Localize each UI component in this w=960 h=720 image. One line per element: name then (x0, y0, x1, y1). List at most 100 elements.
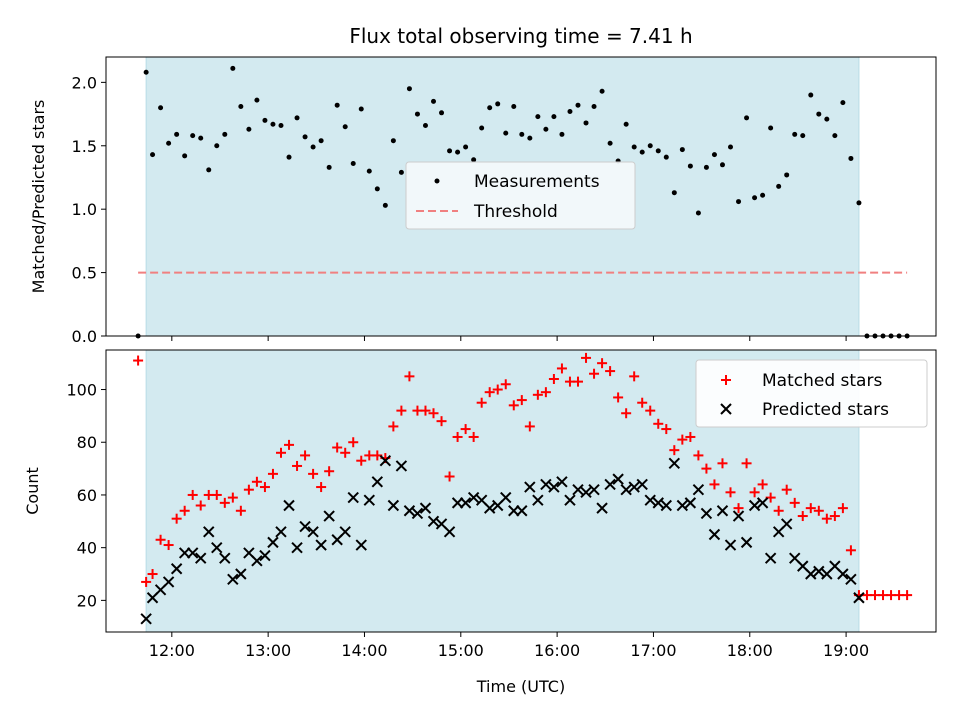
marker-stroke (588, 483, 600, 496)
bottom-plot-frame (105, 349, 937, 633)
matched-star-point (661, 424, 672, 435)
matched-star-point (267, 468, 278, 479)
measurement-point (695, 210, 701, 216)
predicted-star-point (700, 507, 713, 520)
measurement-point (174, 131, 180, 137)
predicted-star-point (813, 565, 825, 578)
measurement-point (206, 167, 212, 173)
predicted-star-point (227, 573, 239, 585)
matched-star-point (211, 489, 222, 500)
measurement-point (230, 65, 236, 71)
measurement-point (776, 183, 782, 189)
measurement-point (543, 126, 549, 132)
predicted-star-point (251, 555, 263, 567)
measurement-point (623, 121, 629, 127)
predicted-star-point (186, 547, 199, 559)
matched-star-point (484, 387, 495, 398)
measurement-point (535, 114, 541, 120)
x-tick-label: 14:00 (341, 641, 387, 660)
matched-star-point (829, 511, 840, 522)
predicted-star-point (684, 497, 697, 509)
predicted-star-point (596, 502, 608, 514)
matched-star-point (292, 460, 303, 471)
legend-plus-marker (721, 375, 731, 385)
measurement-point (744, 115, 750, 121)
measurement-point (816, 111, 822, 117)
measurement-point (832, 133, 838, 139)
measurement-point (414, 111, 420, 117)
predicted-star-point (845, 573, 857, 585)
measurement-point (350, 161, 356, 167)
measurement-point (599, 88, 605, 94)
top-y-tick-label: 0.0 (72, 327, 97, 346)
marker-stroke (708, 528, 721, 541)
top-panel: 0.0 0.5 1.0 1.5 2.0 Flux total observing tim… (29, 24, 937, 346)
x-axis-label: Time (UTC) (476, 677, 565, 696)
predicted-star-point (668, 457, 681, 470)
predicted-star-point (387, 499, 400, 512)
marker-stroke (668, 457, 681, 470)
matched-star-point (597, 358, 608, 369)
predicted-star-point (371, 476, 384, 488)
measurement-point (824, 116, 830, 122)
measurement-point (463, 144, 469, 150)
matched-star-point (837, 503, 848, 514)
matched-star-point (460, 424, 471, 435)
matched-star-point (332, 442, 343, 453)
legend-x-marker (720, 403, 732, 415)
marker-stroke (596, 502, 608, 514)
measurement-point (687, 163, 693, 169)
marker-stroke (203, 526, 215, 538)
measurement-point (150, 152, 156, 158)
x-tick-label: 16:00 (534, 641, 580, 660)
marker-stroke (580, 486, 592, 499)
matched-star-point (219, 497, 230, 508)
predicted-star-point (540, 478, 552, 491)
matched-star-point (902, 590, 913, 601)
marker-stroke (692, 483, 705, 496)
marker-stroke (612, 473, 624, 485)
measurement-point (784, 172, 790, 178)
matched-star-point (813, 505, 824, 516)
matched-star-point (227, 492, 238, 503)
predicted-star-point (628, 481, 640, 493)
chart-title: Flux total observing time = 7.41 h (349, 24, 692, 48)
top-x-ticks (171, 336, 847, 341)
marker-stroke (140, 613, 152, 625)
marker-stroke (716, 505, 729, 517)
predicted-star-point (708, 528, 721, 541)
matched-star-point (436, 416, 447, 427)
matched-star-point (789, 497, 800, 508)
marker-stroke (363, 494, 375, 506)
marker-stroke (379, 454, 392, 467)
marker-stroke (235, 568, 247, 580)
bottom-y-tick-label: 20 (77, 591, 97, 610)
measurement-point (246, 126, 252, 132)
predicted-star-point (419, 502, 432, 514)
measurement-point (711, 152, 717, 158)
marker-stroke (572, 483, 584, 496)
marker-stroke (700, 507, 713, 520)
matched-star-point (532, 389, 543, 400)
matched-star-point (508, 400, 519, 411)
matched-star-point (284, 439, 295, 450)
predicted-star-point (724, 539, 737, 551)
measurement-point (671, 190, 677, 196)
marker-stroke (732, 510, 745, 522)
measurement-point (382, 202, 388, 208)
predicted-star-point (604, 478, 616, 491)
matched-star-point (235, 505, 246, 516)
matched-star-point (404, 371, 415, 382)
marker-stroke (676, 499, 689, 512)
matched-star-point (685, 431, 696, 442)
bottom-y-tick-label: 100 (66, 381, 97, 400)
x-tick-label: 13:00 (245, 641, 291, 660)
predicted-star-point (564, 494, 576, 506)
marker-stroke (740, 536, 753, 549)
marker-stroke (764, 552, 777, 564)
bottom-x-ticks: 12:00 13:00 14:00 15:00 16:00 17:00 18:00 19:00 (149, 632, 869, 660)
measurement-point (286, 154, 292, 160)
matched-star-point (195, 500, 206, 511)
marker-stroke (797, 560, 809, 572)
matched-star-point (725, 487, 736, 498)
